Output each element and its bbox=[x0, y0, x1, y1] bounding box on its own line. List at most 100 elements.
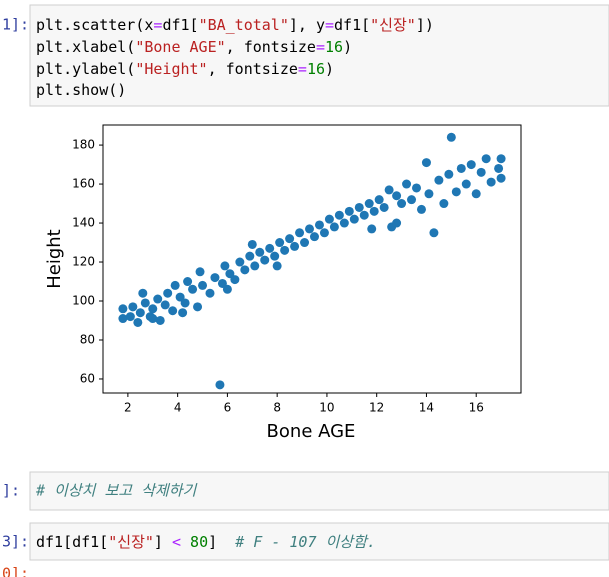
y-tick-label: 120 bbox=[72, 255, 95, 269]
scatter-point bbox=[367, 224, 377, 234]
scatter-point bbox=[451, 187, 461, 197]
scatter-point bbox=[392, 191, 402, 201]
y-tick-label: 140 bbox=[72, 216, 95, 230]
prompt: ]: bbox=[2, 482, 20, 500]
scatter-point bbox=[255, 247, 265, 257]
scatter-point bbox=[247, 239, 257, 249]
scatter-point bbox=[309, 232, 319, 242]
scatter-point bbox=[476, 167, 486, 177]
scatter-point bbox=[225, 269, 235, 279]
scatter-point bbox=[471, 189, 481, 199]
scatter-point bbox=[329, 222, 339, 232]
scatter-point bbox=[178, 308, 188, 318]
scatter-point bbox=[275, 238, 285, 248]
markdown-cell[interactable] bbox=[29, 471, 609, 511]
scatter-point bbox=[198, 280, 208, 290]
scatter-point bbox=[272, 261, 282, 271]
scatter-point bbox=[305, 224, 315, 234]
x-tick-label: 6 bbox=[224, 401, 232, 415]
code-line: plt.xlabel("Bone AGE", fontsize=16) bbox=[36, 38, 352, 56]
scatter-point bbox=[344, 206, 354, 216]
scatter-point bbox=[466, 160, 476, 170]
scatter-point bbox=[193, 302, 203, 312]
scatter-point bbox=[155, 315, 165, 325]
scatter-point bbox=[180, 298, 190, 308]
scatter-point bbox=[205, 288, 215, 298]
scatter-point bbox=[300, 238, 310, 248]
y-tick-label: 100 bbox=[72, 294, 95, 308]
scatter-point bbox=[397, 199, 407, 209]
scatter-point bbox=[379, 202, 389, 212]
scatter-point bbox=[374, 195, 384, 205]
scatter-point bbox=[265, 243, 275, 253]
scatter-point bbox=[319, 228, 329, 238]
scatter-point bbox=[461, 179, 471, 189]
scatter-point bbox=[135, 308, 145, 318]
scatter-point bbox=[285, 234, 295, 244]
x-tick-label: 8 bbox=[273, 401, 281, 415]
scatter-point bbox=[339, 218, 349, 228]
scatter-point bbox=[270, 251, 280, 261]
scatter-point bbox=[118, 304, 128, 314]
scatter-point bbox=[446, 132, 456, 142]
scatter-point bbox=[402, 179, 412, 189]
scatter-point bbox=[138, 288, 148, 298]
scatter-point bbox=[163, 288, 173, 298]
scatter-point bbox=[128, 302, 138, 312]
code-line: plt.show() bbox=[36, 81, 126, 99]
y-tick-label: 180 bbox=[72, 138, 95, 152]
scatter-point bbox=[295, 228, 305, 238]
scatter-point bbox=[369, 206, 379, 216]
scatter-point bbox=[384, 185, 394, 195]
scatter-point bbox=[168, 306, 178, 316]
x-tick-label: 12 bbox=[369, 401, 384, 415]
code-cell[interactable] bbox=[29, 4, 609, 107]
code-cell[interactable] bbox=[29, 522, 609, 561]
scatter-point bbox=[334, 210, 344, 220]
scatter-point bbox=[314, 220, 324, 230]
y-axis-label: Height bbox=[44, 229, 65, 289]
scatter-point bbox=[148, 314, 158, 324]
x-tick-label: 4 bbox=[174, 401, 182, 415]
scatter-point bbox=[434, 175, 444, 185]
scatter-point bbox=[421, 158, 431, 168]
y-tick-label: 60 bbox=[80, 371, 95, 385]
scatter-point bbox=[148, 304, 158, 314]
scatter-point bbox=[235, 257, 245, 267]
scatter-point bbox=[439, 199, 449, 209]
plot-frame bbox=[102, 124, 522, 394]
scatter-point bbox=[364, 199, 374, 209]
scatter-point bbox=[210, 273, 220, 283]
code-line: df1[df1["신장"] < 80] # F - 107 이상함. bbox=[36, 533, 376, 551]
scatter-point bbox=[170, 280, 180, 290]
scatter-point bbox=[424, 189, 434, 199]
scatter-point bbox=[220, 261, 230, 271]
scatter-point bbox=[175, 292, 185, 302]
scatter-point bbox=[222, 284, 232, 294]
scatter-point bbox=[260, 255, 270, 265]
output-prompt: 0]: bbox=[2, 565, 29, 577]
scatter-point bbox=[416, 204, 426, 214]
scatter-point bbox=[456, 163, 466, 173]
scatter-point bbox=[245, 251, 255, 261]
scatter-point bbox=[496, 173, 506, 183]
scatter-point bbox=[444, 169, 454, 179]
scatter-point bbox=[215, 380, 225, 390]
comment-line: # 이상치 보고 삭제하기 bbox=[35, 482, 198, 500]
scatter-point bbox=[349, 214, 359, 224]
scatter-point bbox=[183, 277, 193, 287]
x-tick-label: 2 bbox=[124, 401, 132, 415]
x-axis-label: Bone AGE bbox=[267, 421, 356, 442]
scatter-point bbox=[188, 284, 198, 294]
scatter-chart: Height Bone AGE 2 4 6 8 10 12 14 16 60 80 100 120 14… bbox=[44, 124, 522, 442]
scatter-point bbox=[496, 154, 506, 164]
prompt: 3]: bbox=[2, 533, 29, 551]
scatter-point bbox=[280, 245, 290, 255]
scatter-point bbox=[195, 267, 205, 277]
scatter-point bbox=[118, 314, 128, 324]
scatter-point bbox=[324, 214, 334, 224]
scatter-point bbox=[153, 294, 163, 304]
code-line: plt.scatter(x=df1["BA_total"], y=df1["신장… bbox=[36, 16, 434, 34]
scatter-point bbox=[429, 228, 439, 238]
